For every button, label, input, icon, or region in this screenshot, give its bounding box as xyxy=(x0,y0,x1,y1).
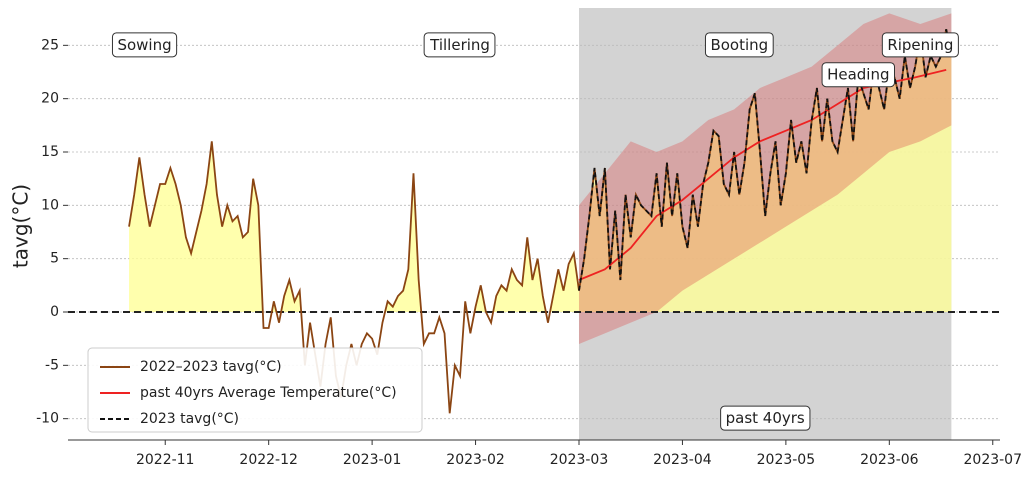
y-tick-label: 5 xyxy=(50,251,59,267)
annotation-text: Heading xyxy=(827,66,889,84)
annotation-text: Sowing xyxy=(117,36,171,54)
annotation: Sowing xyxy=(111,32,178,58)
x-tick-label: 2023-03 xyxy=(550,452,609,468)
annotation-box xyxy=(821,62,895,88)
shade-label-box xyxy=(720,405,811,431)
y-tick-label: 0 xyxy=(50,304,59,320)
x-tick-label: 2023-07 xyxy=(964,452,1023,468)
x-tick-label: 2022-12 xyxy=(239,452,298,468)
series-line xyxy=(128,29,953,414)
annotation: Tillering xyxy=(423,32,496,58)
legend: 2022–2023 tavg(°C) past 40yrs Average Tem… xyxy=(87,347,423,433)
annotation-box xyxy=(111,32,178,58)
legend-label: past 40yrs Average Temperature(°C) xyxy=(140,385,397,401)
shade-label-text: past 40yrs xyxy=(726,409,805,427)
annotation-text: Booting xyxy=(710,36,768,54)
y-axis-label: tavg(°C) xyxy=(9,184,33,268)
range-band xyxy=(578,13,952,344)
y-tick-label: 15 xyxy=(41,144,59,160)
annotation: Booting xyxy=(704,32,774,58)
annotation-text: Ripening xyxy=(887,36,953,54)
y-tick-label: 10 xyxy=(41,197,59,213)
shade-label: past 40yrs xyxy=(720,405,811,431)
y-tick-label: 20 xyxy=(41,91,59,107)
x-tick-label: 2023-02 xyxy=(446,452,505,468)
legend-label: 2022–2023 tavg(°C) xyxy=(140,359,282,375)
y-tick-label: -5 xyxy=(45,357,59,373)
y-tick-label: -10 xyxy=(36,411,59,427)
legend-label: 2023 tavg(°C) xyxy=(140,411,239,427)
y-tick-label: 25 xyxy=(41,37,59,53)
annotation-box xyxy=(423,32,496,58)
legend-box xyxy=(87,347,423,433)
annotation: Ripening xyxy=(881,32,959,58)
annotation-text: Tillering xyxy=(429,36,490,54)
x-tick-label: 2023-05 xyxy=(757,452,816,468)
annotation: Heading xyxy=(821,62,895,88)
annotation-box xyxy=(881,32,959,58)
x-tick-label: 2023-04 xyxy=(653,452,712,468)
x-tick-label: 2023-01 xyxy=(343,452,402,468)
x-tick-label: 2022-11 xyxy=(136,452,195,468)
x-tick-label: 2023-06 xyxy=(860,452,919,468)
annotation-box xyxy=(704,32,774,58)
positive-fill xyxy=(129,29,952,312)
